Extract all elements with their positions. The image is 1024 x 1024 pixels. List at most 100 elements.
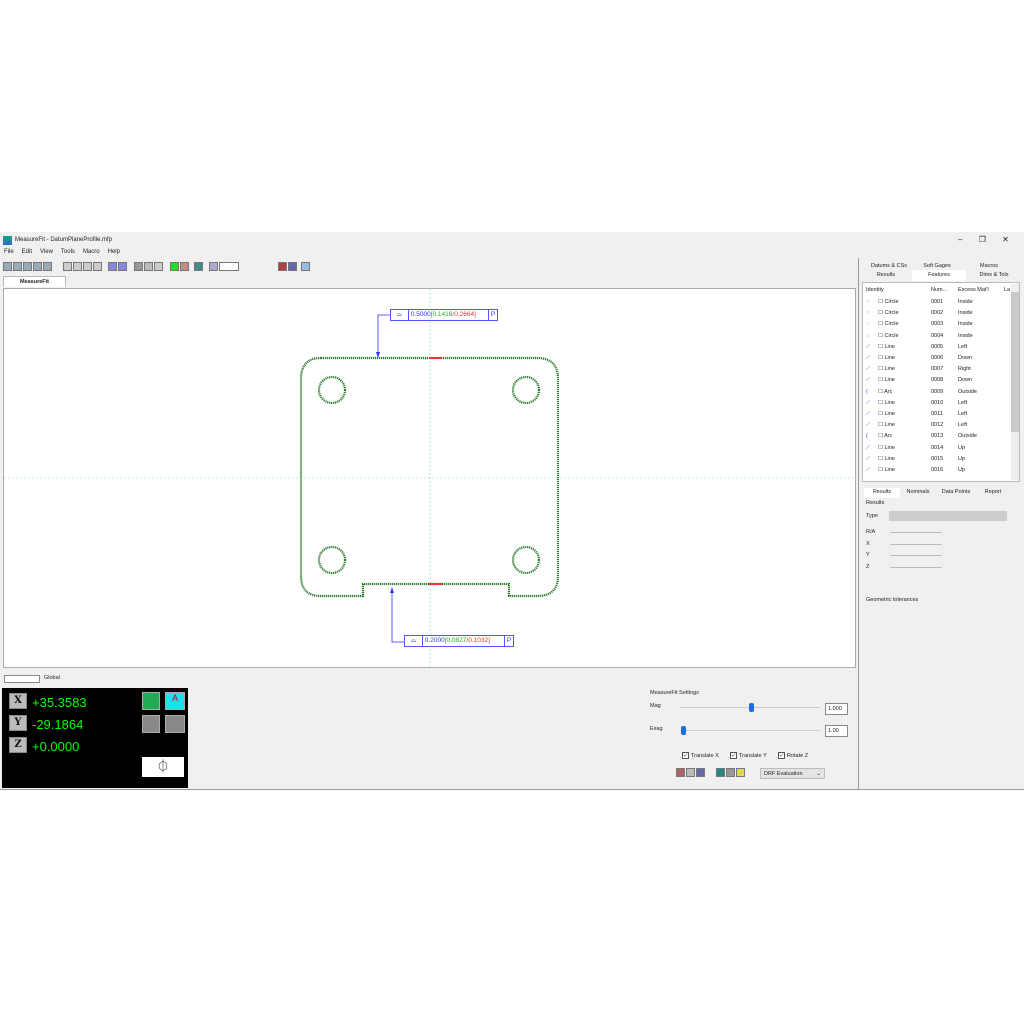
- feature-row[interactable]: ⟋ ☐ Line 0016 Up: [864, 465, 1009, 476]
- power-button[interactable]: ⏀: [142, 757, 184, 777]
- feature-number: 0013: [931, 433, 944, 440]
- feature-identity: ☐ Circle: [878, 321, 899, 328]
- feature-row[interactable]: ⟋ ☐ Line 0008 Down: [864, 375, 1009, 386]
- feature-row[interactable]: (☐ Arc 0009 Outside: [864, 387, 1009, 398]
- tab-features[interactable]: Features: [912, 270, 966, 281]
- pan-icon[interactable]: [92, 262, 102, 271]
- view-nav-buttons[interactable]: [4, 675, 40, 683]
- feature-row[interactable]: ⟋ ☐ Line 0006 Down: [864, 353, 1009, 364]
- x-axis-button[interactable]: X: [9, 693, 27, 709]
- tool-button[interactable]: [108, 262, 118, 271]
- zoom-out-icon[interactable]: [82, 262, 92, 271]
- tab-soft-gages[interactable]: Soft Gages: [923, 263, 951, 269]
- tool-field[interactable]: [219, 262, 240, 271]
- tool-button[interactable]: [13, 262, 22, 271]
- feature-row[interactable]: ⟋ ☐ Line 0010 Left: [864, 398, 1009, 409]
- zoom-in-icon[interactable]: [72, 262, 82, 271]
- tool-button[interactable]: [33, 262, 42, 271]
- tool-button[interactable]: [278, 262, 288, 271]
- features-scrollbar[interactable]: [1011, 284, 1019, 480]
- feature-row[interactable]: ⟋ ☐ Line 0011 Left: [864, 409, 1009, 420]
- exag-field[interactable]: 1.00: [825, 725, 848, 737]
- feature-number: 0005: [931, 343, 944, 350]
- z-axis-button[interactable]: Z: [9, 737, 27, 753]
- y-axis-button[interactable]: Y: [9, 715, 27, 731]
- fcf-top[interactable]: ⌓ 0.5000[0.1416/0.2664] P: [390, 309, 498, 321]
- tab-results-bottom[interactable]: Results: [864, 488, 900, 498]
- feature-row[interactable]: ⟋ ☐ Line 0012 Left: [864, 420, 1009, 431]
- menu-file[interactable]: File: [4, 249, 14, 255]
- evaluation-dropdown[interactable]: DRF Evaluation ⌄: [760, 768, 825, 779]
- feature-identity: ☐ Circle: [878, 310, 899, 317]
- tool-button[interactable]: [726, 768, 735, 777]
- menu-help[interactable]: Help: [107, 249, 120, 255]
- tool-button[interactable]: [193, 262, 203, 271]
- tab-data-points[interactable]: Data Points: [941, 489, 971, 495]
- feature-number: 0011: [931, 411, 943, 417]
- run-icon[interactable]: [169, 262, 179, 271]
- tool-button[interactable]: [154, 262, 164, 271]
- feature-row[interactable]: ⟋ ☐ Line 0007 Right: [864, 364, 1009, 375]
- tool-button[interactable]: [288, 262, 298, 271]
- tool-button[interactable]: [3, 262, 12, 271]
- zoom-icon[interactable]: [62, 262, 72, 271]
- feature-row[interactable]: ◌ ☐ Circle 0003 Inside: [864, 319, 1009, 330]
- feature-number: 0004: [931, 332, 944, 339]
- menu-view[interactable]: View: [40, 249, 53, 255]
- tool-button[interactable]: [736, 768, 745, 777]
- toolbar: [3, 262, 311, 273]
- mag-label: Mag: [650, 703, 661, 709]
- exag-slider-thumb[interactable]: [681, 726, 686, 735]
- tool-button[interactable]: [134, 262, 144, 271]
- tool-button[interactable]: [144, 262, 154, 271]
- graphics-view[interactable]: [3, 288, 857, 669]
- tool-button[interactable]: [43, 262, 52, 271]
- translate-x-checkbox[interactable]: ✓ Translate X: [682, 752, 719, 759]
- feature-row[interactable]: ◌ ☐ Circle 0001 Inside: [864, 297, 1009, 308]
- measure-icon[interactable]: [165, 715, 185, 733]
- measure-icon[interactable]: [142, 715, 160, 733]
- font-size-icon[interactable]: A: [165, 692, 185, 710]
- tool-button[interactable]: [118, 262, 128, 271]
- tab-dims-tols[interactable]: Dims & Tols: [979, 272, 1009, 278]
- tab-measurefit[interactable]: MeasureFit: [3, 276, 66, 287]
- feature-row[interactable]: ◌ ☐ Circle 0002 Inside: [864, 308, 1009, 319]
- tool-button[interactable]: [676, 768, 685, 777]
- feature-row[interactable]: ◌ ☐ Circle 0004 Inside: [864, 331, 1009, 342]
- window-icon[interactable]: [301, 262, 311, 271]
- tool-button[interactable]: [209, 262, 219, 271]
- tab-nominals[interactable]: Nominals: [906, 489, 930, 495]
- exag-slider[interactable]: [680, 730, 820, 731]
- menu-edit[interactable]: Edit: [21, 249, 33, 255]
- tool-button[interactable]: [23, 262, 32, 271]
- tool-button[interactable]: [696, 768, 705, 777]
- profile-surface-icon: ⌓: [391, 310, 409, 320]
- translate-y-checkbox[interactable]: ✓ Translate Y: [730, 752, 767, 759]
- tool-button[interactable]: [686, 768, 695, 777]
- mag-field[interactable]: 1.000: [825, 703, 848, 715]
- feature-row[interactable]: ⟋ ☐ Line 0015 Up: [864, 454, 1009, 465]
- tool-button[interactable]: [179, 262, 189, 271]
- feature-excess: Left: [958, 343, 968, 350]
- menu-tools[interactable]: Tools: [60, 249, 75, 255]
- tab-datums[interactable]: Datums & CSs: [870, 263, 908, 269]
- feature-row[interactable]: ⟋ ☐ Line 0005 Left: [864, 342, 1009, 353]
- menu-macro[interactable]: Macro: [82, 249, 100, 255]
- tab-global[interactable]: Global: [44, 675, 60, 681]
- feature-excess: Up: [958, 455, 966, 462]
- rotate-z-checkbox[interactable]: ✓ Rotate Z: [778, 752, 809, 759]
- fcf-bottom[interactable]: ⌓ 0.2000[0.0827/0.1032] P: [404, 635, 514, 647]
- feature-excess: Up: [958, 444, 966, 451]
- tab-report[interactable]: Report: [984, 489, 1002, 495]
- divider: [858, 258, 859, 790]
- mag-slider-thumb[interactable]: [749, 703, 754, 712]
- tab-macros[interactable]: Macros: [979, 263, 999, 269]
- tool-button[interactable]: [716, 768, 725, 777]
- feature-number: 0009: [931, 388, 944, 395]
- window-controls[interactable]: – ❐ ✕: [958, 235, 1009, 244]
- tab-results[interactable]: Results: [876, 272, 896, 278]
- probe-icon[interactable]: [142, 692, 160, 710]
- feature-row[interactable]: ⟋ ☐ Line 0014 Up: [864, 443, 1009, 454]
- feature-row[interactable]: (☐ Arc 0013 Outside: [864, 431, 1009, 442]
- feature-number: 0006: [931, 355, 944, 361]
